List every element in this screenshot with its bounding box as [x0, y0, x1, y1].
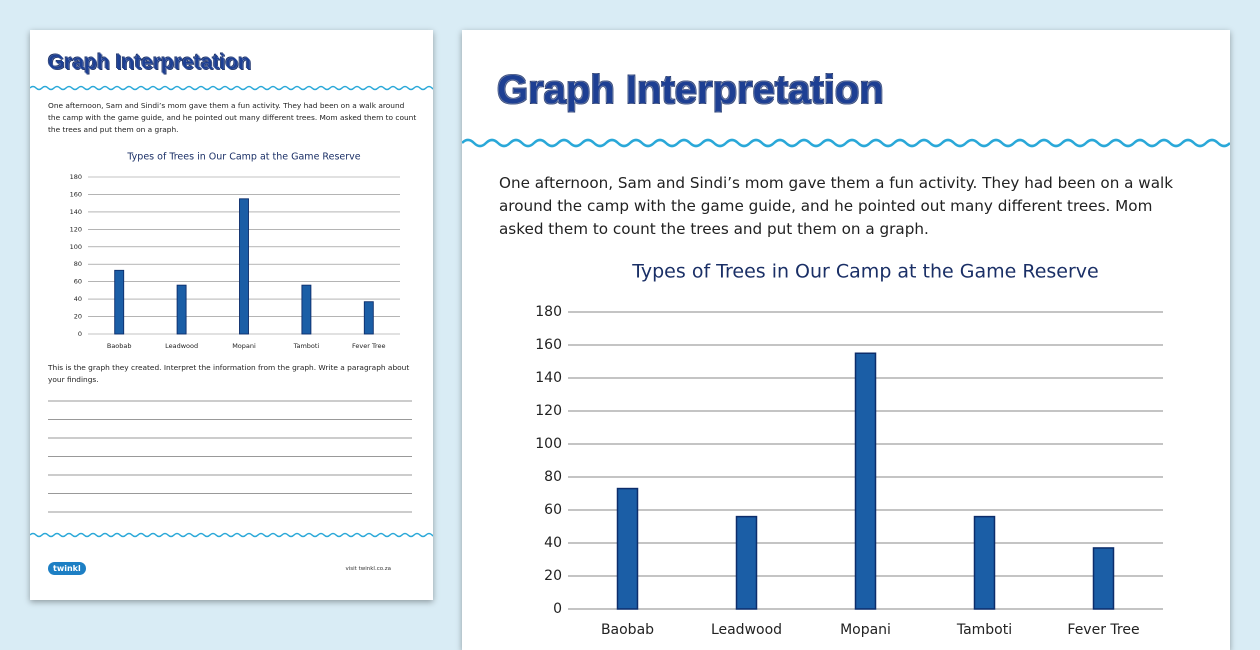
y-tick-label: 180: [535, 304, 562, 320]
y-tick-label: 160: [535, 337, 562, 353]
y-tick-label: 180: [70, 173, 82, 181]
x-tick-label: Baobab: [107, 342, 132, 350]
x-tick-label: Tamboti: [956, 622, 1012, 638]
y-tick-label: 100: [535, 436, 562, 452]
x-tick-label: Tamboti: [293, 342, 320, 350]
bar: [239, 198, 249, 335]
y-tick-label: 40: [74, 295, 82, 303]
wave-divider: [30, 85, 433, 91]
chart-title: Types of Trees in Our Camp at the Game R…: [126, 152, 360, 163]
intro-text: One afternoon, Sam and Sindi’s mom gave …: [48, 101, 417, 134]
y-tick-label: 160: [70, 190, 82, 198]
x-tick-label: Fever Tree: [1067, 622, 1139, 638]
y-tick-label: 60: [74, 278, 82, 286]
bar: [1092, 547, 1115, 610]
x-tick-label: Fever Tree: [352, 342, 386, 350]
instructions-text: This is the graph they created. Interpre…: [48, 363, 410, 384]
screenshot: Types of Trees in Our Camp at the Game R…: [30, 30, 1230, 650]
x-tick-label: Baobab: [601, 622, 654, 638]
bar: [176, 284, 187, 335]
bar: [301, 284, 312, 335]
y-tick-label: 120: [535, 403, 562, 419]
bar: [363, 301, 374, 335]
x-tick-label: Leadwood: [711, 622, 782, 638]
y-tick-label: 20: [74, 313, 82, 321]
y-tick-label: 60: [544, 502, 562, 518]
x-tick-label: Mopani: [840, 622, 891, 638]
page-title: Graph Interpretation: [497, 68, 884, 112]
y-tick-label: 20: [544, 568, 562, 584]
y-tick-label: 120: [70, 225, 82, 233]
wave-divider: [30, 532, 433, 538]
page-title: Graph Interpretation: [48, 51, 252, 74]
x-tick-label: Mopani: [232, 342, 256, 350]
bar: [114, 269, 125, 335]
bar: [973, 515, 996, 610]
bar: [616, 487, 639, 610]
footer-url: visit twinkl.co.za: [345, 566, 391, 572]
large-chart: Types of Trees in Our Camp at the Game R…: [462, 138, 1230, 638]
y-tick-label: 0: [78, 330, 82, 338]
y-tick-label: 80: [544, 469, 562, 485]
intro-text: One afternoon, Sam and Sindi’s mom gave …: [499, 174, 1174, 238]
logo: twinkl: [48, 562, 86, 575]
small-chart: Types of Trees in Our Camp at the Game R…: [30, 85, 433, 538]
chart-title: Types of Trees in Our Camp at the Game R…: [631, 261, 1099, 283]
y-tick-label: 140: [70, 208, 82, 216]
bar: [735, 515, 758, 610]
y-tick-label: 100: [70, 243, 82, 251]
y-tick-label: 0: [553, 601, 562, 617]
large-page: Types of Trees in Our Camp at the Game R…: [462, 30, 1230, 650]
y-tick-label: 80: [74, 260, 82, 268]
bar: [854, 352, 877, 610]
wave-divider: [462, 138, 1230, 148]
small-page: Types of Trees in Our Camp at the Game R…: [30, 30, 433, 600]
y-tick-label: 40: [544, 535, 562, 551]
y-tick-label: 140: [535, 370, 562, 386]
x-tick-label: Leadwood: [165, 342, 198, 350]
